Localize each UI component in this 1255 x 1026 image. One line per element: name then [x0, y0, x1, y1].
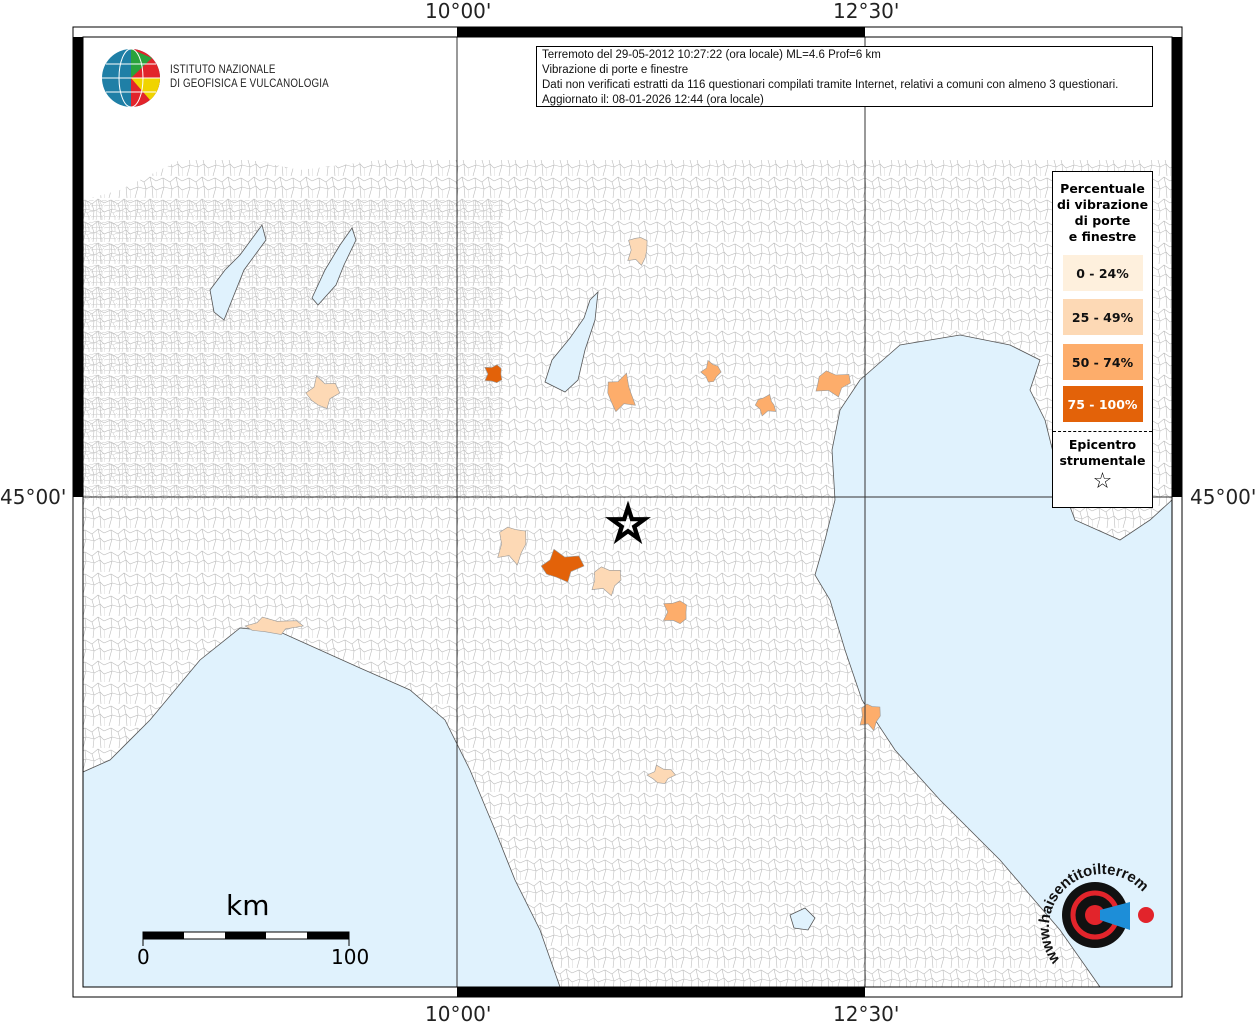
municipality-25-49-	[305, 375, 341, 409]
lon-label-top-2: 12°30'	[833, 0, 900, 23]
legend-epicenter: Epicentro strumentale ☆	[1053, 437, 1152, 495]
scale-bar	[142, 931, 350, 946]
legend-epicenter-line: strumentale	[1059, 453, 1146, 468]
lon-label-bottom-2: 12°30'	[833, 1002, 900, 1026]
ingv-line1: ISTITUTO NAZIONALE	[170, 64, 276, 76]
legend-class-25-49: 25 - 49%	[1062, 299, 1143, 335]
map-subject: Vibrazione di porte e finestre	[542, 64, 689, 76]
scale-start: 0	[137, 945, 150, 969]
legend-class-50-74: 50 - 74%	[1062, 344, 1143, 380]
municipality-50-74-	[663, 600, 687, 625]
ingv-name: ISTITUTO NAZIONALE DI GEOFISICA E VULCAN…	[170, 63, 329, 91]
update-time: Aggiornato il: 08-01-2026 12:44 (ora loc…	[542, 94, 764, 106]
lake-garda	[544, 290, 599, 393]
star-icon: ☆	[1092, 469, 1113, 494]
legend-class-0-24: 0 - 24%	[1062, 255, 1143, 291]
lat-label-left: 45°00'	[0, 485, 67, 509]
lon-label-top-1: 10°00'	[425, 0, 492, 23]
epicenter-star: ☆	[606, 498, 649, 551]
data-note: Dati non verificati estratti da 116 ques…	[542, 79, 1119, 91]
legend-title-line: Percentuale	[1060, 181, 1145, 196]
legend-epicenter-line: Epicentro	[1068, 437, 1137, 452]
lake-como	[311, 227, 357, 306]
lake-trasimeno	[789, 907, 816, 931]
scale-end: 100	[331, 945, 370, 969]
lake-maggiore	[209, 224, 267, 321]
scale-unit: km	[226, 889, 270, 922]
ingv-logo	[102, 48, 161, 108]
legend-title: Percentuale di vibrazione di porte e fin…	[1053, 181, 1152, 245]
ingv-line2: DI GEOFISICA E VULCANOLOGIA	[170, 78, 329, 90]
municipality-50-74-	[607, 372, 636, 413]
municipality-75-100-	[540, 548, 585, 583]
municipality-25-49-	[244, 616, 305, 635]
legend-title-line: e finestre	[1068, 229, 1137, 244]
municipality-25-49-	[591, 566, 622, 597]
legend: Percentuale di vibrazione di porte e fin…	[1052, 171, 1153, 508]
legend-title-line: di porte	[1074, 213, 1131, 228]
lat-label-right: 45°00'	[1190, 485, 1255, 509]
municipality-50-74-	[754, 394, 777, 417]
ligurian-sea	[83, 627, 561, 987]
municipality-50-74-	[700, 359, 722, 383]
lon-label-bottom-1: 10°00'	[425, 1002, 492, 1026]
municipality-75-100-	[484, 364, 503, 384]
event-info-box: Terremoto del 29-05-2012 10:27:22 (ora l…	[536, 46, 1153, 107]
municipality-50-74-	[815, 370, 851, 398]
municipality-25-49-	[646, 764, 676, 784]
event-line: Terremoto del 29-05-2012 10:27:22 (ora l…	[542, 49, 881, 61]
municipality-25-49-	[497, 526, 527, 566]
legend-divider	[1053, 431, 1152, 432]
municipality-25-49-	[627, 237, 648, 266]
adriatic-sea	[814, 334, 1172, 987]
legend-title-line: di vibrazione	[1056, 197, 1149, 212]
legend-class-75-100: 75 - 100%	[1062, 386, 1143, 422]
